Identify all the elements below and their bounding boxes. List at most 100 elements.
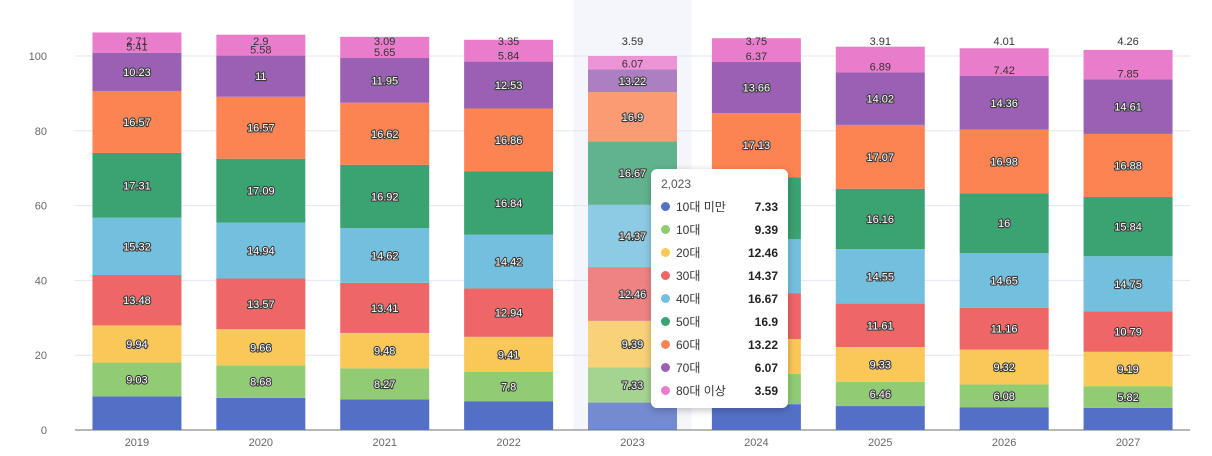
bar-segment[interactable] [92,52,182,91]
segment-value-label: 9.66 [250,342,271,354]
bar-segment[interactable] [959,193,1049,254]
bar-segment[interactable] [340,57,430,103]
bar-segment[interactable] [835,381,925,407]
tooltip-series-value: 13.22 [747,337,778,352]
segment-value-label: 14.61 [1114,102,1142,114]
bar-segment[interactable] [1083,407,1173,430]
segment-value-label: 16.67 [619,168,647,180]
bar-segment[interactable] [588,56,677,70]
bar-segment[interactable] [464,39,554,62]
bar-segment[interactable] [1083,256,1173,312]
bar-segment[interactable] [711,113,801,178]
bar-segment[interactable] [711,404,801,430]
bar-segment[interactable] [835,72,925,125]
bar-segment[interactable] [464,372,554,402]
bar-segment[interactable] [216,365,306,398]
segment-value-label: 11.61 [867,320,894,332]
legend-dot-icon [661,340,670,349]
bar-segment[interactable] [92,32,182,53]
bar-segment[interactable] [92,152,182,218]
bar-segment[interactable] [92,217,182,275]
bar-segment[interactable] [216,329,306,366]
bar-segment[interactable] [959,129,1049,194]
bar-segment[interactable] [92,325,182,363]
bar-segment[interactable] [959,384,1049,408]
segment-value-label: 16.57 [247,123,275,135]
segment-value-label: 13.41 [371,303,399,315]
bar-segment[interactable] [464,288,554,337]
bar-segment[interactable] [959,307,1049,350]
bar-segment[interactable] [835,188,925,250]
bar-segment[interactable] [464,234,554,289]
bar-segment[interactable] [216,278,306,330]
tooltip-series-name: 10대 [676,223,701,237]
bar-segment[interactable] [340,399,430,430]
bar-segment[interactable] [959,48,1049,77]
bar-segment[interactable] [588,92,677,142]
bar-segment[interactable] [92,396,182,430]
segment-value-label: 11 [255,71,266,83]
bar-segment[interactable] [464,171,554,235]
bar-segment[interactable] [464,61,554,109]
bar-segment[interactable] [216,158,306,223]
tooltip-series-value: 3.59 [754,383,778,398]
bar-segment[interactable] [340,164,430,229]
bar-segment[interactable] [835,406,925,430]
bar-segment[interactable] [340,36,430,58]
bar-segment[interactable] [340,102,430,165]
bar-segment[interactable] [340,228,430,283]
bar-segment[interactable] [216,222,306,279]
bar-segment[interactable] [711,62,801,114]
bar-segment[interactable] [835,124,925,189]
y-tick-label: 60 [35,201,47,213]
bar-top-value-label: 3.35 [498,36,519,48]
bar-segment[interactable] [1083,351,1173,387]
bar-segment[interactable] [1083,197,1173,257]
tooltip-series-name: 70대 [676,361,701,375]
legend-dot-icon [661,248,670,257]
segment-value-label: 9.03 [126,374,147,386]
bar-segment[interactable] [216,397,306,430]
bar-top-value-label: 3.09 [374,36,395,48]
bar-segment[interactable] [959,253,1049,308]
bar-segment[interactable] [216,55,306,97]
segment-value-label: 16.84 [495,198,523,210]
bar-segment[interactable] [216,96,306,159]
segment-value-label: 14.65 [990,275,1018,287]
bar-segment[interactable] [959,407,1049,430]
legend-dot-icon [661,271,670,280]
bar-segment[interactable] [959,76,1049,130]
bar-segment[interactable] [92,90,182,153]
bar-segment[interactable] [92,362,182,397]
bar-segment[interactable] [959,349,1049,385]
bar-segment[interactable] [340,332,430,369]
bar-segment[interactable] [340,368,430,400]
bar-segment[interactable] [340,282,430,333]
bar-segment[interactable] [835,347,925,382]
bar-segment[interactable] [1083,49,1173,80]
bar-segment[interactable] [711,38,801,63]
tooltip-series-name: 50대 [676,315,701,329]
segment-value-label: 16.88 [1114,160,1142,172]
segment-value-label: 7.85 [1117,68,1138,80]
bar-segment[interactable] [464,336,554,373]
bar-segment[interactable] [216,34,306,56]
bar-segment[interactable] [835,303,925,348]
segment-value-label: 7.8 [501,382,516,394]
bar-segment[interactable] [588,69,677,93]
bar-segment[interactable] [835,46,925,73]
bar-segment[interactable] [464,108,554,172]
segment-value-label: 11.16 [991,324,1018,336]
bar-segment[interactable] [92,274,182,326]
tooltip-series-value: 6.07 [754,360,778,375]
bar-segment[interactable] [1083,79,1173,134]
segment-value-label: 9.19 [1117,364,1138,376]
bar-segment[interactable] [1083,386,1173,408]
tooltip-series-name: 60대 [676,338,701,352]
bar-top-value-label: 2.71 [126,36,147,48]
bar-segment[interactable] [835,249,925,304]
bar-segment[interactable] [1083,311,1173,352]
bar-segment[interactable] [1083,133,1173,198]
bar-segment[interactable] [464,401,554,430]
segment-value-label: 9.94 [126,339,147,351]
